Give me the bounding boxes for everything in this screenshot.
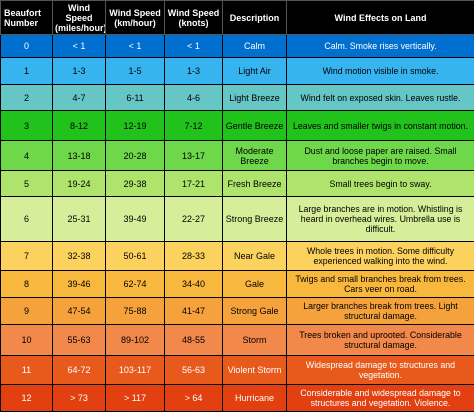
description-cell: Gentle Breeze [223, 111, 287, 141]
description-cell: Fresh Breeze [223, 171, 287, 197]
description-cell: Moderate Breeze [223, 141, 287, 171]
mph-cell: 19-24 [53, 171, 106, 197]
mph-cell: 1-3 [53, 58, 106, 85]
effect-cell: Wind felt on exposed skin. Leaves rustle… [287, 85, 474, 111]
knots-cell: < 1 [165, 35, 223, 58]
header-beaufort-number: Beaufort Number [1, 1, 53, 35]
kmh-cell: 75-88 [106, 298, 165, 325]
effect-cell: Leaves and smaller twigs in constant mot… [287, 111, 474, 141]
kmh-cell: > 117 [106, 385, 165, 412]
kmh-cell: < 1 [106, 35, 165, 58]
mph-cell: 25-31 [53, 197, 106, 242]
description-cell: Violent Storm [223, 356, 287, 385]
beaufort-number-cell: 7 [1, 242, 53, 271]
beaufort-number-cell: 0 [1, 35, 53, 58]
kmh-cell: 6-11 [106, 85, 165, 111]
effect-cell: Dust and loose paper are raised. Small b… [287, 141, 474, 171]
kmh-cell: 89-102 [106, 325, 165, 356]
beaufort-number-cell: 6 [1, 197, 53, 242]
knots-cell: 41-47 [165, 298, 223, 325]
beaufort-number-cell: 3 [1, 111, 53, 141]
header-wind-speed-mph: Wind Speed (miles/hour) [53, 1, 106, 35]
effect-cell: Wind motion visible in smoke. [287, 58, 474, 85]
effect-cell: Larger branches break from trees. Light … [287, 298, 474, 325]
mph-cell: 32-38 [53, 242, 106, 271]
description-cell: Hurricane [223, 385, 287, 412]
beaufort-number-cell: 5 [1, 171, 53, 197]
header-description: Description [223, 1, 287, 35]
header-wind-speed-kmh: Wind Speed (km/hour) [106, 1, 165, 35]
description-cell: Strong Gale [223, 298, 287, 325]
beaufort-number-cell: 10 [1, 325, 53, 356]
knots-cell: 4-6 [165, 85, 223, 111]
effect-cell: Twigs and small branches break from tree… [287, 271, 474, 298]
beaufort-number-cell: 8 [1, 271, 53, 298]
description-cell: Light Breeze [223, 85, 287, 111]
knots-cell: 28-33 [165, 242, 223, 271]
kmh-cell: 12-19 [106, 111, 165, 141]
description-cell: Strong Breeze [223, 197, 287, 242]
header-wind-effects: Wind Effects on Land [287, 1, 474, 35]
description-cell: Calm [223, 35, 287, 58]
mph-cell: 4-7 [53, 85, 106, 111]
description-cell: Light Air [223, 58, 287, 85]
mph-cell: 39-46 [53, 271, 106, 298]
knots-cell: 1-3 [165, 58, 223, 85]
knots-cell: 48-55 [165, 325, 223, 356]
effect-cell: Calm. Smoke rises vertically. [287, 35, 474, 58]
kmh-cell: 29-38 [106, 171, 165, 197]
knots-cell: 7-12 [165, 111, 223, 141]
beaufort-number-cell: 12 [1, 385, 53, 412]
description-cell: Near Gale [223, 242, 287, 271]
effect-cell: Considerable and widespread damage to st… [287, 385, 474, 412]
effect-cell: Small trees begin to sway. [287, 171, 474, 197]
mph-cell: 8-12 [53, 111, 106, 141]
beaufort-number-cell: 2 [1, 85, 53, 111]
effect-cell: Whole trees in motion. Some difficulty e… [287, 242, 474, 271]
knots-cell: 56-63 [165, 356, 223, 385]
effect-cell: Widespread damage to structures and vege… [287, 356, 474, 385]
knots-cell: 17-21 [165, 171, 223, 197]
beaufort-number-cell: 9 [1, 298, 53, 325]
mph-cell: 55-63 [53, 325, 106, 356]
kmh-cell: 39-49 [106, 197, 165, 242]
mph-cell: 64-72 [53, 356, 106, 385]
header-wind-speed-knots: Wind Speed (knots) [165, 1, 223, 35]
beaufort-number-cell: 1 [1, 58, 53, 85]
effect-cell: Trees broken and uprooted. Considerable … [287, 325, 474, 356]
mph-cell: 13-18 [53, 141, 106, 171]
description-cell: Storm [223, 325, 287, 356]
kmh-cell: 1-5 [106, 58, 165, 85]
knots-cell: 13-17 [165, 141, 223, 171]
kmh-cell: 20-28 [106, 141, 165, 171]
knots-cell: 22-27 [165, 197, 223, 242]
mph-cell: 47-54 [53, 298, 106, 325]
knots-cell: > 64 [165, 385, 223, 412]
kmh-cell: 50-61 [106, 242, 165, 271]
mph-cell: < 1 [53, 35, 106, 58]
description-cell: Gale [223, 271, 287, 298]
knots-cell: 34-40 [165, 271, 223, 298]
mph-cell: > 73 [53, 385, 106, 412]
beaufort-number-cell: 11 [1, 356, 53, 385]
kmh-cell: 62-74 [106, 271, 165, 298]
beaufort-number-cell: 4 [1, 141, 53, 171]
header-row: Beaufort Number Wind Speed (miles/hour) … [1, 1, 474, 35]
effect-cell: Large branches are in motion. Whistling … [287, 197, 474, 242]
kmh-cell: 103-117 [106, 356, 165, 385]
